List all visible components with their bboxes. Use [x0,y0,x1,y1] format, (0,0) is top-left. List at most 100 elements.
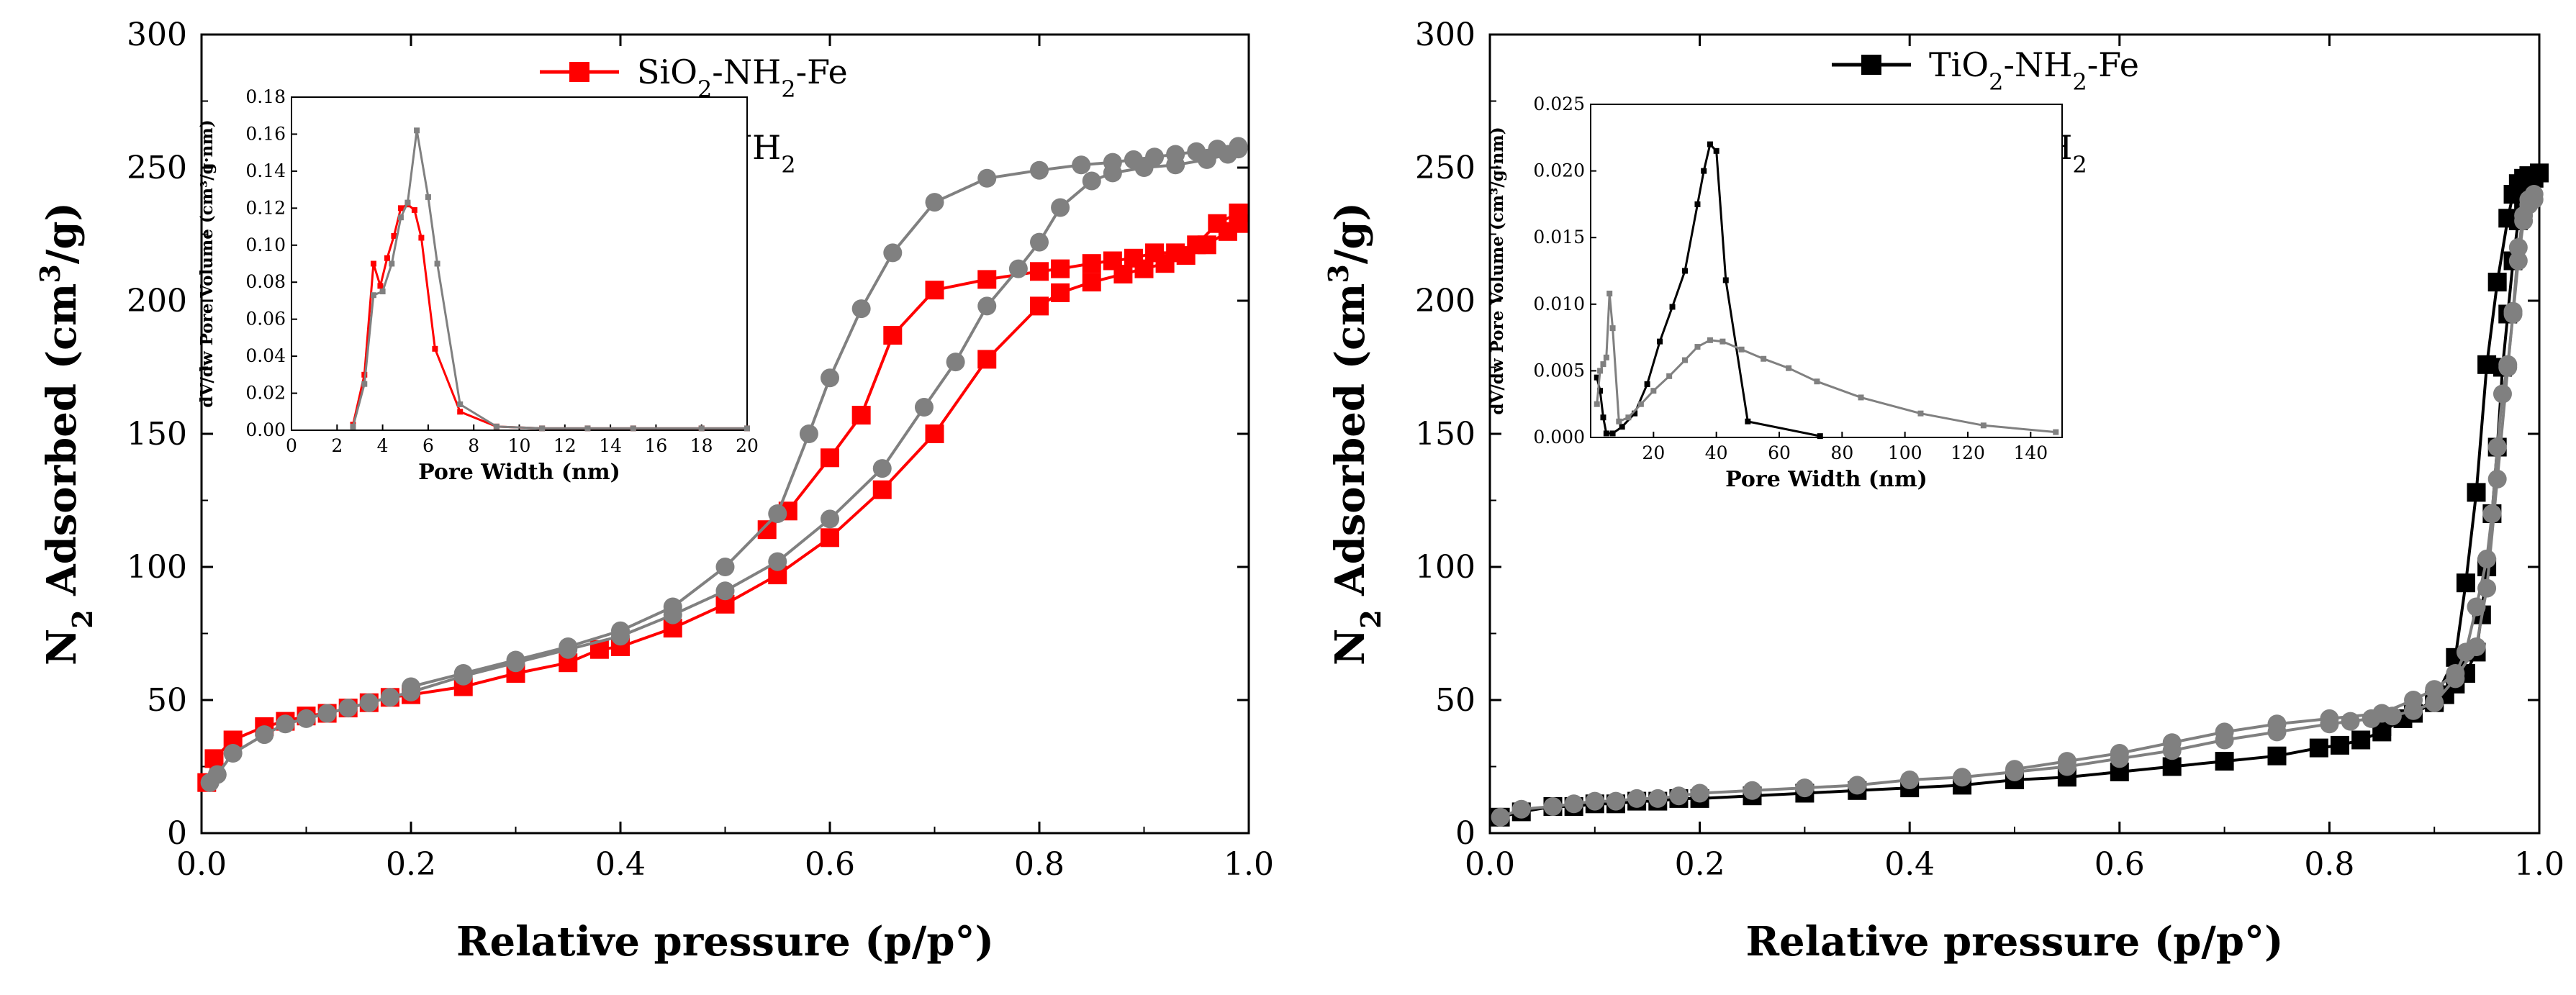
legend-sub: 2 [2072,151,2087,178]
inset-x-tick-label: 140 [2013,442,2048,463]
y-tick-label: 150 [1415,416,1475,453]
desorption-point [1124,248,1143,268]
x-tick-label: 1.0 [1224,846,1274,883]
inset-point [457,409,464,415]
x-axis-label: Relative pressure (p/p°) [1746,918,2284,966]
inset-point [1738,346,1745,353]
inset-point [1722,277,1729,283]
desorption-point [2057,752,2076,771]
adsorption-point [255,725,274,745]
y-axis-label-rest: Adsorbed (cm [38,283,86,610]
desorption-point [663,597,682,617]
legend-part: -Fe [796,53,848,91]
inset-x-tick-label: 40 [1705,442,1728,463]
y-axis-label: N2 Adsorbed (cm3/g) [34,202,99,665]
inset-x-tick-label: 60 [1768,442,1791,463]
adsorption-point [914,398,934,417]
desorption-point [821,448,839,468]
inset-x-tick-label: 14 [599,435,622,456]
legend-sub: 2 [1989,68,2003,96]
inset-point [1707,141,1713,147]
y-tick-label: 100 [1415,549,1475,586]
inset-point [370,260,376,267]
inset-point [630,425,636,432]
legend-sub: 2 [781,76,795,103]
inset-y-tick-label: 0.010 [1533,294,1585,314]
x-axis-label: Relative pressure (p/p°) [456,918,994,966]
adsorption-point [204,749,224,768]
desorption-point [715,558,735,576]
inset-point [1701,168,1707,174]
legend-part: TiO [1929,45,1989,84]
inset-point [584,425,591,432]
inset-point [361,381,368,387]
x-tick-label: 0.2 [386,846,436,883]
adsorption-point [1564,794,1583,814]
desorption-point [2162,733,2182,753]
inset-frame [291,96,748,431]
y-tick-label: 100 [127,549,187,586]
desorption-point [1208,140,1227,159]
inset-point [1713,147,1719,154]
adsorption-point [1648,789,1668,808]
inset-point [1603,354,1609,360]
y-axis-label-base: N [38,629,86,665]
legend-entry-0: TiO2-NH2-Fe [1832,45,2139,96]
inset-y-tick-label: 0.08 [245,271,286,292]
inset-y-tick-label: 0.16 [245,123,286,144]
chart-right: 0.0 0.2 0.4 0.6 0.8 1.0 0 50 100 150 200 250 300 Rela… [1322,17,2564,966]
legend-marker [569,62,589,82]
desorption-point [2320,709,2339,728]
desorption-point [2372,704,2392,723]
inset-point [744,425,750,432]
desorption-point [2482,504,2502,523]
inset-x-tick-label: 0 [286,435,297,456]
adsorption-point [1082,171,1101,191]
inset-point [405,199,411,206]
inset-point [1637,401,1644,407]
desorption-point [883,243,903,263]
y-axis-label-end: /g) [1327,202,1374,264]
adsorption-point [207,765,227,784]
y-tick-label: 250 [1415,150,1475,186]
desorption-point [977,168,997,188]
inset-x-tick-label: 20 [1642,442,1665,463]
desorption-point [1103,153,1122,172]
series-1 [1491,185,2544,827]
adsorption-point [380,688,399,707]
adsorption-point [872,459,892,478]
y-tick-label: 0 [167,815,187,852]
inset-y-tick-label: 0.18 [245,86,286,107]
desorption-point [2005,760,2024,779]
legend-entry-0: SiO2-NH2-Fe [540,53,848,103]
inset-point [411,206,417,213]
adsorption-point [925,424,944,443]
y-axis-label-sup: 3 [34,264,66,283]
inset-series-1 [350,127,750,432]
adsorption-point [1051,283,1070,302]
adsorption-point [768,552,787,571]
inset-x-tick-label: 6 [422,435,434,456]
x-tick-label: 0.8 [2304,846,2354,883]
desorption-point [768,504,787,523]
desorption-point [2508,251,2528,271]
desorption-point [2519,190,2539,209]
adsorption-point [2162,757,2182,776]
legend-sub: 2 [781,151,795,178]
adsorption-point [821,509,839,529]
inset-x-tick-label: 120 [1951,442,1985,463]
inset-point [1817,433,1823,440]
adsorption-point [2487,469,2507,489]
inset-y-tick-label: 0.00 [245,419,286,440]
desorption-point [851,299,871,319]
desorption-point [1229,203,1248,222]
y-tick-label: 0 [1455,815,1475,852]
x-tick-label: 1.0 [2514,846,2564,883]
adsorption-point [1082,273,1101,292]
x-tick-label: 0.6 [805,846,855,883]
desorption-point [2477,549,2497,568]
legend-label: SiO2-NH2-Fe [637,53,848,103]
inset-point [1650,388,1657,394]
x-tick-label: 0.2 [1675,846,1725,883]
desorption-point [2425,680,2444,699]
